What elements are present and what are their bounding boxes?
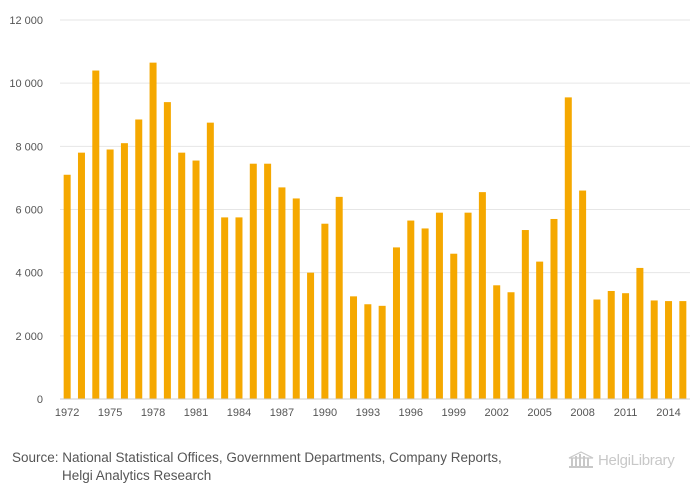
bar-2012 bbox=[636, 267, 644, 399]
y-tick-label: 12 000 bbox=[9, 15, 43, 27]
bar-1982 bbox=[206, 122, 214, 399]
bar-series bbox=[63, 62, 687, 400]
bar-1980 bbox=[178, 152, 186, 399]
x-tick-label: 2002 bbox=[484, 407, 508, 419]
bar-2011 bbox=[622, 293, 630, 399]
bar-2010 bbox=[607, 290, 615, 399]
bar-1976 bbox=[120, 143, 128, 399]
bar-2006 bbox=[550, 218, 558, 399]
bar-1990 bbox=[321, 223, 329, 399]
bar-1997 bbox=[421, 228, 429, 399]
helgi-library-logo: HelgiLibrary bbox=[568, 449, 675, 471]
bar-2008 bbox=[579, 190, 587, 399]
x-tick-label: 1972 bbox=[55, 407, 79, 419]
bar-1975 bbox=[106, 149, 114, 399]
bar-2005 bbox=[536, 261, 544, 399]
y-tick-label: 0 bbox=[37, 394, 43, 406]
x-tick-label: 1978 bbox=[141, 407, 165, 419]
x-tick-label: 2011 bbox=[614, 407, 638, 419]
bar-1988 bbox=[292, 198, 300, 399]
y-tick-label: 10 000 bbox=[9, 78, 43, 90]
source-line-2: Helgi Analytics Research bbox=[62, 468, 212, 483]
bar-1992 bbox=[350, 296, 358, 399]
bar-1981 bbox=[192, 160, 200, 399]
bar-2002 bbox=[493, 285, 501, 399]
bar-1995 bbox=[392, 247, 400, 399]
x-tick-label: 1984 bbox=[227, 407, 251, 419]
y-tick-label: 2 000 bbox=[15, 331, 43, 343]
bar-1978 bbox=[149, 62, 157, 399]
library-building-icon bbox=[568, 451, 594, 468]
y-tick-label: 6 000 bbox=[15, 205, 43, 217]
x-tick-label: 1981 bbox=[184, 407, 208, 419]
x-tick-label: 1993 bbox=[356, 407, 380, 419]
x-tick-label: 1990 bbox=[313, 407, 337, 419]
bar-2015 bbox=[679, 301, 687, 399]
bar-1993 bbox=[364, 304, 372, 399]
bar-1998 bbox=[435, 212, 443, 399]
x-tick-label: 1999 bbox=[442, 407, 466, 419]
y-tick-label: 8 000 bbox=[15, 141, 43, 153]
bar-1994 bbox=[378, 305, 386, 399]
bar-1999 bbox=[450, 253, 458, 399]
bar-2003 bbox=[507, 292, 515, 399]
bar-2000 bbox=[464, 212, 472, 399]
x-tick-label: 1987 bbox=[270, 407, 294, 419]
x-tick-label: 1975 bbox=[98, 407, 122, 419]
bar-1972 bbox=[63, 174, 71, 399]
bar-1977 bbox=[135, 119, 143, 400]
bar-2004 bbox=[521, 230, 529, 399]
x-tick-label: 2008 bbox=[570, 407, 594, 419]
bar-1974 bbox=[92, 70, 100, 400]
source-line-1: Source: National Statistical Offices, Go… bbox=[12, 450, 502, 465]
bar-1986 bbox=[264, 163, 272, 399]
bar-2009 bbox=[593, 299, 601, 399]
bar-2007 bbox=[564, 97, 572, 400]
bar-2014 bbox=[665, 301, 673, 399]
y-axis-ticks: 0 2 000 4 000 6 000 8 000 10 000 12 000 bbox=[9, 15, 43, 406]
bar-1996 bbox=[407, 220, 415, 399]
bar-1985 bbox=[249, 163, 257, 399]
bar-1979 bbox=[163, 102, 171, 399]
bar-1973 bbox=[77, 152, 85, 399]
bar-1989 bbox=[307, 272, 315, 399]
bar-1983 bbox=[221, 217, 229, 399]
x-tick-label: 2014 bbox=[656, 407, 680, 419]
x-axis-ticks: 1972 1975 1978 1981 1984 1987 1990 1993 1996 1999… bbox=[55, 407, 681, 419]
source-note: Source: National Statistical Offices, Go… bbox=[12, 449, 552, 485]
bar-2013 bbox=[650, 300, 658, 399]
x-tick-label: 2005 bbox=[527, 407, 551, 419]
bar-1984 bbox=[235, 217, 243, 399]
bar-2001 bbox=[478, 192, 486, 399]
bar-1987 bbox=[278, 187, 286, 399]
y-tick-label: 4 000 bbox=[15, 268, 43, 280]
brand-name: HelgiLibrary bbox=[598, 451, 675, 469]
x-tick-label: 1996 bbox=[399, 407, 423, 419]
bar-1991 bbox=[335, 196, 343, 399]
